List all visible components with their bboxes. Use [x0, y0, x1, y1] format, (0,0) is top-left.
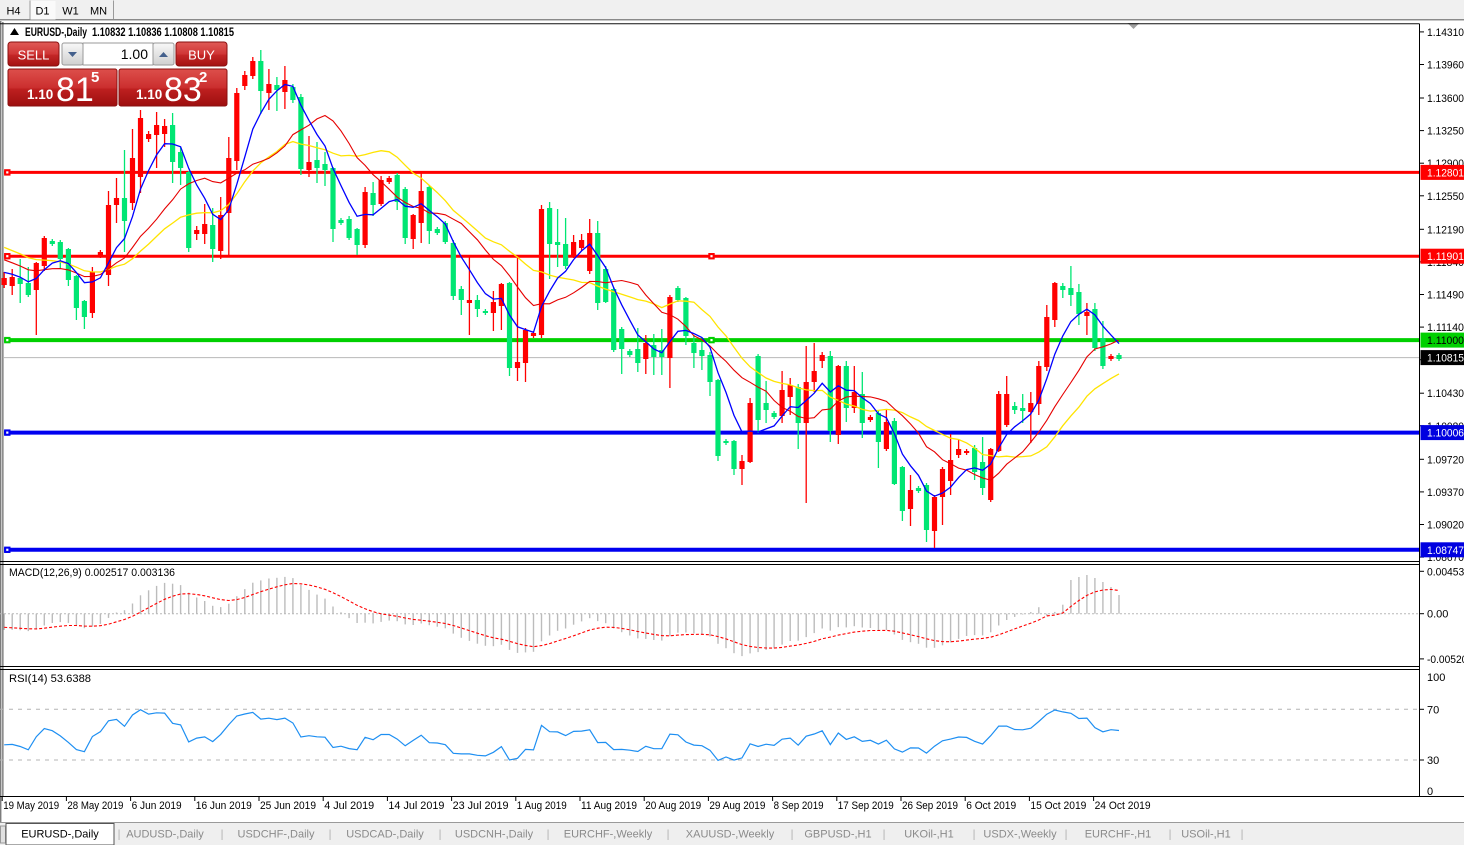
svg-text:USDCAD-,Daily: USDCAD-,Daily — [346, 829, 424, 841]
svg-text:1.10430: 1.10430 — [1427, 388, 1464, 400]
svg-text:1.08747: 1.08747 — [1427, 545, 1464, 557]
svg-text:1.09370: 1.09370 — [1427, 487, 1464, 499]
svg-text:23 Jul 2019: 23 Jul 2019 — [453, 800, 509, 812]
svg-text:1.12190: 1.12190 — [1427, 224, 1464, 236]
svg-text:1.13600: 1.13600 — [1427, 93, 1464, 105]
svg-text:|: | — [118, 829, 121, 841]
svg-text:RSI(14) 53.6388: RSI(14) 53.6388 — [9, 673, 91, 685]
svg-text:2: 2 — [199, 69, 207, 86]
svg-text:24 Oct 2019: 24 Oct 2019 — [1095, 800, 1151, 812]
svg-text:XAUUSD-,Weekly: XAUUSD-,Weekly — [686, 829, 775, 841]
svg-text:25 Jun 2019: 25 Jun 2019 — [260, 800, 316, 812]
svg-text:BUY: BUY — [188, 48, 215, 63]
svg-text:6 Oct 2019: 6 Oct 2019 — [966, 800, 1016, 812]
svg-text:15 Oct 2019: 15 Oct 2019 — [1030, 800, 1086, 812]
svg-text:|: | — [791, 829, 794, 841]
svg-text:17 Sep 2019: 17 Sep 2019 — [838, 800, 894, 812]
svg-text:70: 70 — [1427, 704, 1439, 716]
svg-text:|: | — [1241, 829, 1244, 841]
svg-text:|: | — [547, 829, 550, 841]
svg-text:1.14310: 1.14310 — [1427, 27, 1464, 39]
svg-text:SELL: SELL — [18, 48, 50, 63]
svg-text:30: 30 — [1427, 755, 1439, 767]
svg-text:|: | — [1169, 829, 1172, 841]
svg-text:1.12801: 1.12801 — [1427, 167, 1464, 179]
svg-text:1.10: 1.10 — [136, 87, 162, 102]
svg-text:GBPUSD-,H1: GBPUSD-,H1 — [804, 829, 871, 841]
svg-text:1.13960: 1.13960 — [1427, 60, 1464, 72]
svg-text:W1: W1 — [62, 6, 79, 18]
svg-text:0.00: 0.00 — [1427, 609, 1448, 621]
svg-text:USDCHF-,Daily: USDCHF-,Daily — [238, 829, 316, 841]
svg-text:AUDUSD-,Daily: AUDUSD-,Daily — [126, 829, 204, 841]
svg-text:1.10006: 1.10006 — [1427, 428, 1464, 440]
svg-text:MACD(12,26,9) 0.002517 0.00313: MACD(12,26,9) 0.002517 0.003136 — [9, 567, 175, 579]
svg-text:100: 100 — [1427, 672, 1445, 684]
svg-text:11 Aug 2019: 11 Aug 2019 — [581, 800, 637, 812]
svg-text:26 Sep 2019: 26 Sep 2019 — [902, 800, 958, 812]
svg-text:MN: MN — [90, 6, 107, 18]
svg-text:USDCNH-,Daily: USDCNH-,Daily — [455, 829, 534, 841]
svg-text:28 May 2019: 28 May 2019 — [67, 800, 123, 812]
svg-text:D1: D1 — [35, 6, 49, 18]
svg-text:4 Jul 2019: 4 Jul 2019 — [324, 800, 374, 812]
svg-text:1.00: 1.00 — [121, 46, 148, 62]
svg-text:|: | — [973, 829, 976, 841]
svg-text:20 Aug 2019: 20 Aug 2019 — [645, 800, 701, 812]
svg-text:1.09020: 1.09020 — [1427, 520, 1464, 532]
svg-text:16 Jun 2019: 16 Jun 2019 — [196, 800, 252, 812]
svg-text:1.11901: 1.11901 — [1427, 251, 1464, 263]
svg-text:1 Aug 2019: 1 Aug 2019 — [517, 800, 567, 812]
svg-text:|: | — [221, 829, 224, 841]
svg-text:1.13250: 1.13250 — [1427, 126, 1464, 138]
svg-text:81: 81 — [56, 71, 94, 109]
svg-text:1.10832 1.10836 1.10808 1.1081: 1.10832 1.10836 1.10808 1.10815 — [92, 25, 234, 39]
svg-text:0.004536: 0.004536 — [1427, 566, 1464, 578]
svg-text:8 Sep 2019: 8 Sep 2019 — [774, 800, 824, 812]
svg-text:|: | — [883, 829, 886, 841]
svg-text:H4: H4 — [6, 6, 20, 18]
svg-text:1.10815: 1.10815 — [1427, 353, 1464, 365]
svg-text:1.09720: 1.09720 — [1427, 454, 1464, 466]
svg-text:|: | — [329, 829, 332, 841]
svg-text:EURUSD-,Daily: EURUSD-,Daily — [25, 25, 87, 39]
svg-text:1.10: 1.10 — [27, 87, 53, 102]
svg-text:19 May 2019: 19 May 2019 — [3, 800, 59, 812]
svg-text:-0.005205: -0.005205 — [1427, 654, 1464, 666]
svg-text:1.11490: 1.11490 — [1427, 290, 1464, 302]
svg-text:USOil-,H1: USOil-,H1 — [1181, 829, 1231, 841]
svg-text:83: 83 — [164, 71, 202, 109]
svg-text:|: | — [1065, 829, 1068, 841]
svg-text:29 Aug 2019: 29 Aug 2019 — [709, 800, 765, 812]
svg-text:UKOil-,H1: UKOil-,H1 — [904, 829, 954, 841]
svg-text:5: 5 — [91, 69, 99, 86]
svg-text:|: | — [667, 829, 670, 841]
svg-text:|: | — [439, 829, 442, 841]
svg-text:0: 0 — [1427, 786, 1433, 798]
svg-text:6 Jun 2019: 6 Jun 2019 — [132, 800, 182, 812]
svg-text:1.12550: 1.12550 — [1427, 191, 1464, 203]
svg-text:1.11140: 1.11140 — [1427, 322, 1464, 334]
svg-text:1.11000: 1.11000 — [1427, 335, 1464, 347]
svg-text:EURCHF-,Weekly: EURCHF-,Weekly — [564, 829, 653, 841]
svg-text:EURCHF-,H1: EURCHF-,H1 — [1085, 829, 1152, 841]
svg-text:14 Jul 2019: 14 Jul 2019 — [388, 800, 444, 812]
svg-text:EURUSD-,Daily: EURUSD-,Daily — [21, 829, 99, 841]
svg-text:USDX-,Weekly: USDX-,Weekly — [983, 829, 1057, 841]
